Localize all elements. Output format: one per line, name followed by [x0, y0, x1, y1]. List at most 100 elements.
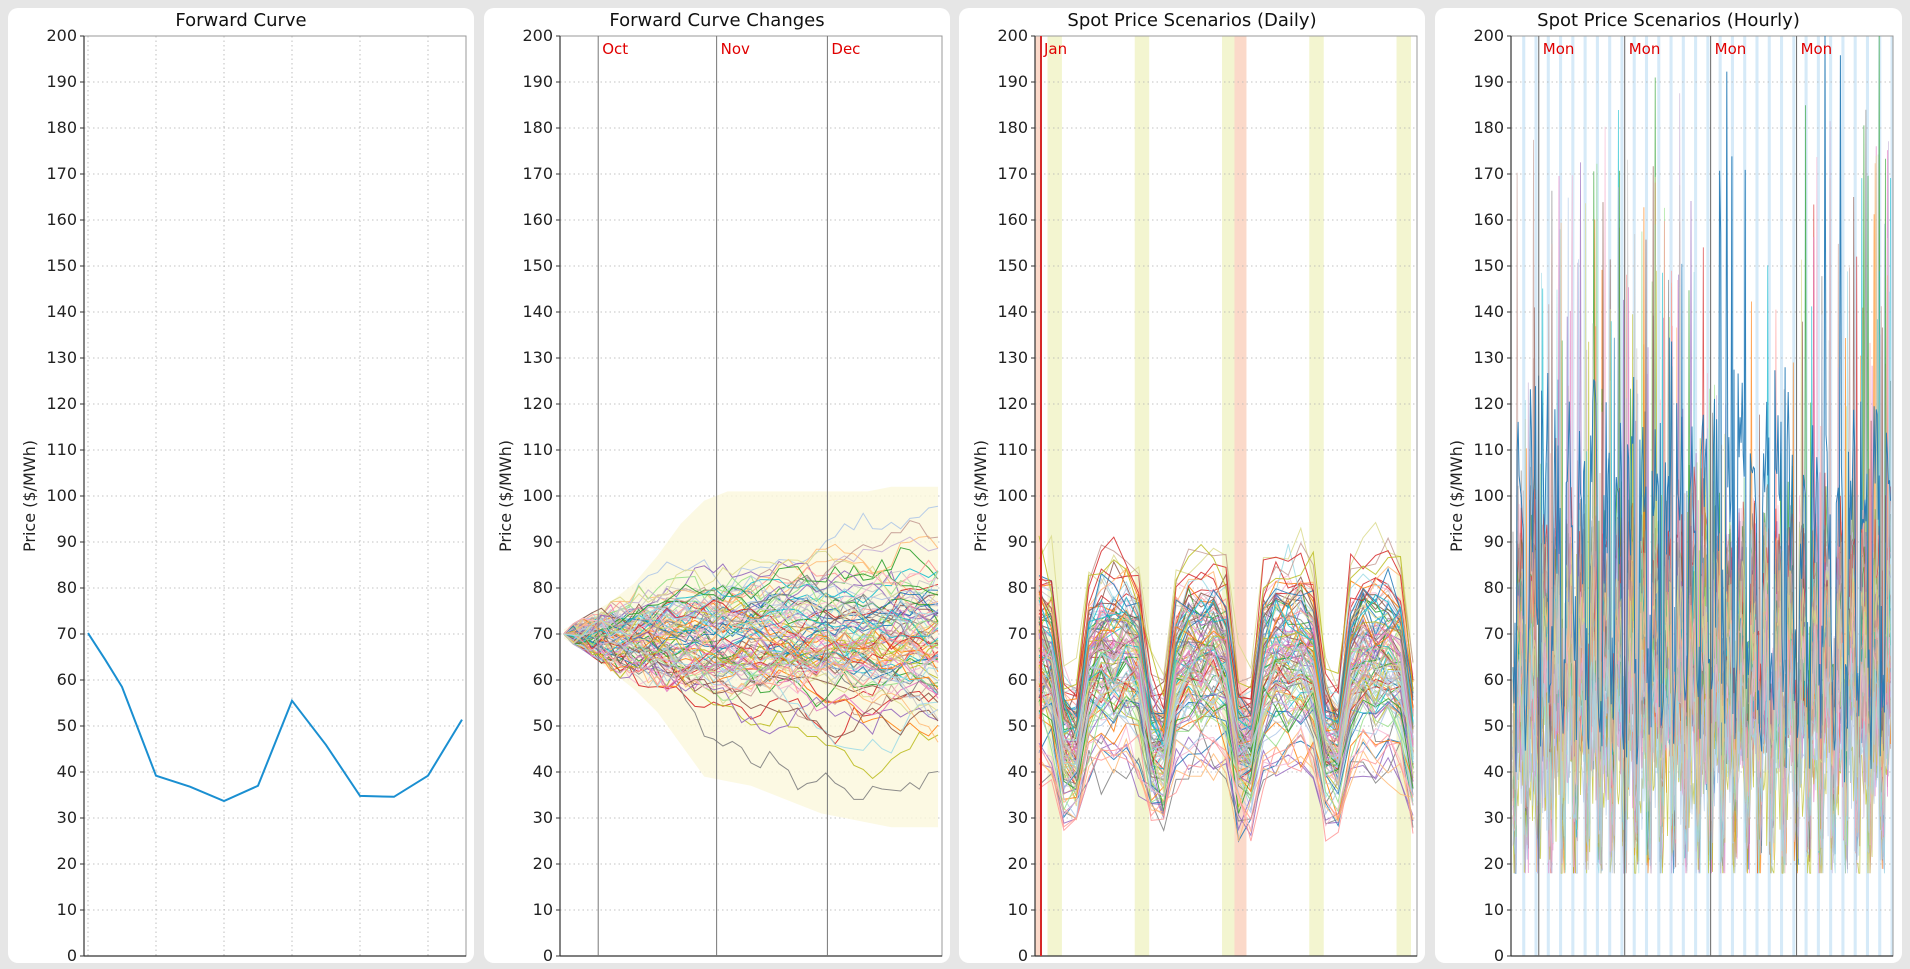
scenario-line	[1038, 728, 1414, 833]
y-tick-label: 60	[1484, 670, 1504, 689]
y-tick-label: 80	[1484, 578, 1504, 597]
y-tick-label: 200	[522, 26, 553, 45]
y-tick-label: 130	[997, 348, 1028, 367]
y-tick-label: 10	[1484, 900, 1504, 919]
y-axis-label: Price ($/MWh)	[1447, 440, 1466, 552]
week-label: Mon	[1629, 40, 1661, 58]
y-tick-label: 50	[533, 716, 553, 735]
y-tick-label: 190	[1473, 72, 1504, 91]
month-label: Nov	[721, 40, 750, 58]
y-tick-label: 40	[1008, 762, 1028, 781]
scenario-line	[563, 633, 939, 716]
y-tick-label: 10	[57, 900, 77, 919]
y-tick-label: 170	[1473, 164, 1504, 183]
month-label: Jan	[1043, 40, 1067, 58]
y-tick-label: 50	[1008, 716, 1028, 735]
scenario-line	[563, 627, 939, 687]
scenario-line	[1038, 598, 1414, 747]
y-tick-label: 90	[1008, 532, 1028, 551]
y-tick-label: 100	[522, 486, 553, 505]
y-tick-label: 140	[522, 302, 553, 321]
y-tick-label: 0	[1018, 946, 1028, 963]
y-tick-label: 20	[57, 854, 77, 873]
y-tick-label: 200	[46, 26, 77, 45]
y-tick-label: 80	[1008, 578, 1028, 597]
y-tick-label: 190	[46, 72, 77, 91]
y-tick-label: 150	[46, 256, 77, 275]
y-tick-label: 160	[522, 210, 553, 229]
weekend-band	[1134, 36, 1150, 956]
month-label: Dec	[831, 40, 860, 58]
month-label: Oct	[602, 40, 628, 58]
scenario-line	[1038, 633, 1414, 760]
y-axis-label: Price ($/MWh)	[20, 440, 39, 552]
y-tick-label: 180	[997, 118, 1028, 137]
offpeak-band	[1890, 36, 1894, 956]
scenario-line	[563, 620, 939, 701]
scenario-line	[563, 575, 939, 682]
scenario-line	[1512, 229, 1891, 874]
spot-hourly-panel: Spot Price Scenarios (Hourly) 0 10 20 30 40 5…	[1435, 8, 1902, 963]
y-tick-label: 150	[1473, 256, 1504, 275]
week-label: Mon	[1801, 40, 1833, 58]
scenario-line	[563, 614, 939, 678]
scenario-line	[563, 633, 939, 743]
forward-curve-panel: Forward Curve 0 10 20 30 40 50 60 70 80 90 100 110 1…	[8, 8, 474, 963]
y-tick-label: 0	[543, 946, 553, 963]
y-tick-label: 180	[1473, 118, 1504, 137]
y-tick-label: 70	[1484, 624, 1504, 643]
y-tick-label: 100	[997, 486, 1028, 505]
y-axis-label: Price ($/MWh)	[496, 440, 515, 552]
scenario-line	[1038, 700, 1414, 819]
scenario-line	[563, 624, 939, 716]
scenario-lines	[1512, 35, 1891, 874]
y-tick-label: 170	[997, 164, 1028, 183]
scenario-line	[563, 592, 939, 663]
y-tick-label: 40	[533, 762, 553, 781]
scenario-line	[1038, 714, 1414, 828]
weekend-band	[1309, 36, 1324, 956]
y-tick-label: 30	[1008, 808, 1028, 827]
scenario-lines	[563, 505, 939, 800]
spot-hourly-chart: 0 10 20 30 40 50 60 70 80 90 100 110 120 130 140 150 160…	[1447, 26, 1894, 963]
y-tick-label: 20	[533, 854, 553, 873]
offpeak-band	[1743, 36, 1747, 956]
scenario-line	[1038, 695, 1414, 798]
scenario-line-highlight	[1512, 35, 1891, 783]
y-axis-label: Price ($/MWh)	[971, 440, 990, 552]
scenario-line	[563, 592, 939, 654]
y-tick-label: 20	[1008, 854, 1028, 873]
y-tick-label: 110	[46, 440, 77, 459]
y-tick-label: 50	[1484, 716, 1504, 735]
scenario-lines	[1038, 521, 1414, 843]
scenario-line	[1038, 664, 1414, 793]
y-tick-label: 0	[1494, 946, 1504, 963]
y-tick-label: 120	[46, 394, 77, 413]
week-label: Mon	[1543, 40, 1575, 58]
forward-curve-title: Forward Curve	[175, 10, 307, 31]
scenario-line	[1038, 671, 1414, 815]
y-tick-label: 160	[997, 210, 1028, 229]
y-tick-label: 100	[46, 486, 77, 505]
scenario-line	[563, 606, 939, 657]
y-tick-label: 150	[997, 256, 1028, 275]
scenario-line	[1038, 535, 1414, 697]
y-tick-label: 160	[46, 210, 77, 229]
offpeak-band	[1522, 36, 1526, 956]
y-tick-label: 140	[46, 302, 77, 321]
y-tick-label: 120	[997, 394, 1028, 413]
week-label: Mon	[1715, 40, 1747, 58]
y-tick-label: 130	[1473, 348, 1504, 367]
spot-daily-panel: Spot Price Scenarios (Daily) 0 10 20 30 40 50…	[959, 8, 1425, 963]
y-tick-label: 130	[46, 348, 77, 367]
y-tick-label: 70	[1008, 624, 1028, 643]
y-tick-label: 190	[997, 72, 1028, 91]
scenario-line	[1038, 605, 1414, 758]
y-tick-label: 160	[1473, 210, 1504, 229]
y-tick-label: 110	[997, 440, 1028, 459]
scenario-line	[563, 613, 939, 663]
forward-curve-chart: 0 10 20 30 40 50 60 70 80 90 100 110 120 130 140 150 160…	[20, 26, 467, 963]
y-tick-label: 30	[57, 808, 77, 827]
scenario-line	[1038, 690, 1414, 788]
